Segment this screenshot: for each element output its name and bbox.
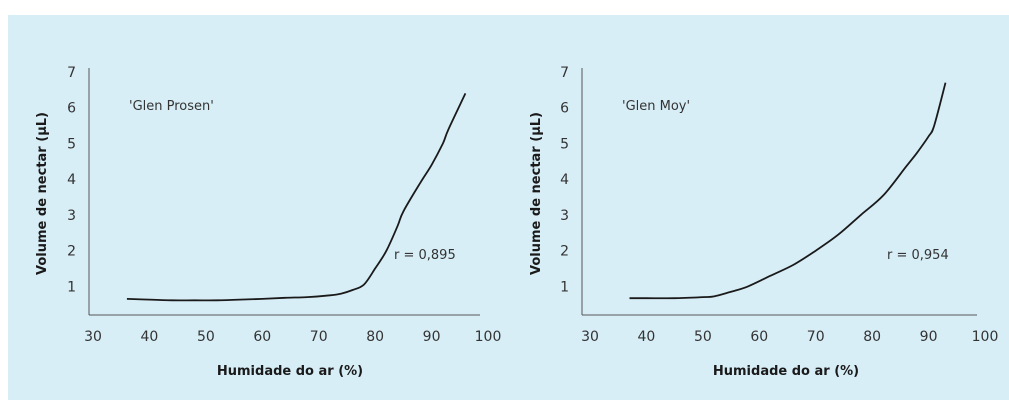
x-tick-label-30: 30 [84,329,102,345]
x-tick-label-50: 50 [694,329,712,345]
y-tick-labels: 1 2 3 4 5 6 7 [560,65,569,295]
y-tick-label-2: 2 [67,244,76,260]
y-tick-label-2: 2 [560,244,569,260]
y-axis-label: Volume de nectar (µL) [529,112,544,275]
x-tick-label-90: 90 [920,329,938,345]
x-tick-label-70: 70 [310,329,328,345]
x-axis-label: Humidade do ar (%) [217,364,363,379]
y-tick-label-1: 1 [560,279,569,295]
y-axis-label: Volume de nectar (µL) [35,112,50,275]
x-tick-label-80: 80 [863,329,881,345]
y-tick-label-3: 3 [67,208,76,224]
y-tick-label-5: 5 [67,136,76,152]
x-tick-label-30: 30 [581,329,599,345]
chart-glen-moy: 30 40 50 60 70 80 90 100 1 2 3 4 5 6 7 'Glen Moy' r =… [529,65,998,379]
x-tick-label-40: 40 [638,329,656,345]
y-tick-label-6: 6 [560,101,569,117]
series-label: 'Glen Moy' [622,99,690,114]
x-tick-label-60: 60 [253,329,271,345]
y-tick-label-7: 7 [560,65,569,81]
y-tick-label-7: 7 [67,65,76,81]
x-tick-label-90: 90 [423,329,441,345]
x-tick-label-50: 50 [197,329,215,345]
x-tick-label-100: 100 [972,329,999,345]
y-tick-label-3: 3 [560,208,569,224]
y-tick-label-6: 6 [67,101,76,117]
y-tick-label-4: 4 [560,172,569,188]
x-tick-labels: 30 40 50 60 70 80 90 100 [581,329,998,345]
y-tick-label-1: 1 [67,279,76,295]
series-line-glen-prosen [126,93,467,302]
figure-panel [8,15,1009,400]
x-tick-label-80: 80 [366,329,384,345]
y-tick-label-5: 5 [560,136,569,152]
correlation-label: r = 0,895 [394,248,456,263]
y-tick-label-4: 4 [67,172,76,188]
x-axis-label: Humidade do ar (%) [713,364,859,379]
x-tick-label-40: 40 [141,329,159,345]
series-label: 'Glen Prosen' [129,99,214,114]
correlation-label: r = 0,954 [887,248,949,263]
y-tick-labels: 1 2 3 4 5 6 7 [67,65,76,295]
x-tick-label-100: 100 [475,329,502,345]
x-tick-label-70: 70 [807,329,825,345]
x-tick-labels: 30 40 50 60 70 80 90 100 [84,329,501,345]
x-tick-label-60: 60 [750,329,768,345]
series-line-glen-moy [629,82,947,300]
